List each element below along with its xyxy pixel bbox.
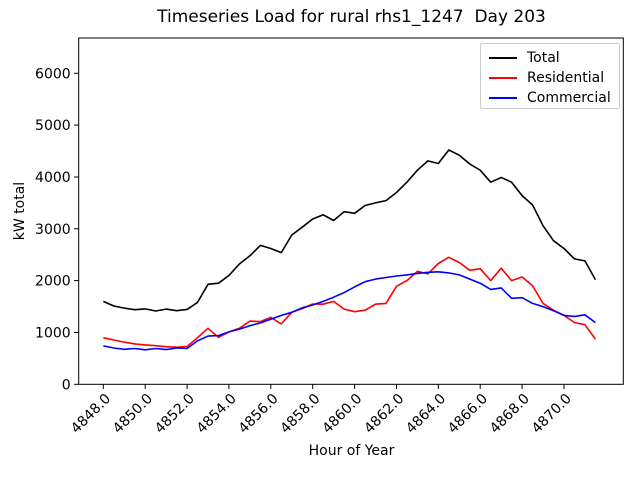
legend-label-residential: Residential [527,70,605,86]
legend-entry-commercial: Commercial [481,88,619,108]
svg-text:4868.0: 4868.0 [487,391,533,437]
legend-entry-residential: Residential [481,68,619,88]
svg-text:6000: 6000 [35,66,71,82]
svg-text:0: 0 [62,377,71,393]
svg-text:4860.0: 4860.0 [319,391,365,437]
legend: Total Residential Commercial [480,43,620,109]
svg-text:4848.0: 4848.0 [68,391,114,437]
y-axis-label: kW total [12,181,28,241]
svg-text:5000: 5000 [35,118,71,134]
svg-text:4858.0: 4858.0 [278,391,324,437]
legend-line-residential-icon [489,77,517,79]
svg-text:4852.0: 4852.0 [152,391,198,437]
svg-text:4850.0: 4850.0 [110,391,156,437]
svg-text:4856.0: 4856.0 [236,391,282,437]
svg-text:4000: 4000 [35,170,71,186]
chart-title: Timeseries Load for rural rhs1_1247 Day … [157,7,546,27]
legend-label-total: Total [527,50,560,66]
legend-line-total-icon [489,57,517,59]
x-axis-label: Hour of Year [308,443,395,459]
svg-text:4870.0: 4870.0 [529,391,575,437]
svg-text:4866.0: 4866.0 [445,391,491,437]
legend-label-commercial: Commercial [527,90,611,106]
svg-text:1000: 1000 [35,326,71,342]
svg-text:2000: 2000 [35,274,71,290]
legend-line-commercial-icon [489,97,517,99]
svg-text:3000: 3000 [35,222,71,238]
svg-text:4862.0: 4862.0 [361,391,407,437]
svg-text:4864.0: 4864.0 [403,391,449,437]
legend-entry-total: Total [481,48,619,68]
svg-text:4854.0: 4854.0 [194,391,240,437]
